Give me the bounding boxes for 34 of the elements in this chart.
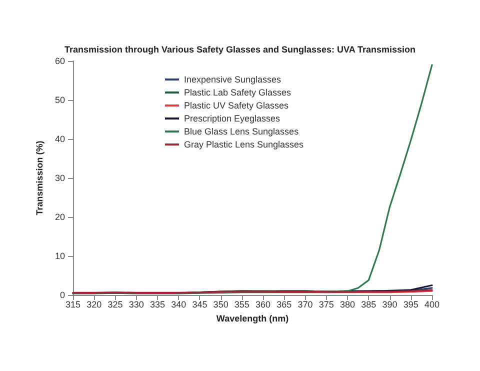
legend-label: Gray Plastic Lens Sunglasses bbox=[184, 140, 304, 150]
x-tick-label: 400 bbox=[424, 300, 440, 310]
x-tick-label: 370 bbox=[298, 300, 313, 310]
x-tick-label: 335 bbox=[150, 300, 165, 310]
x-tick-label: 360 bbox=[256, 300, 271, 310]
y-tick-label: 0 bbox=[60, 290, 65, 300]
x-tick-label: 315 bbox=[65, 300, 81, 310]
legend-label: Plastic UV Safety Glasses bbox=[184, 100, 290, 110]
legend-label: Prescription Eyeglasses bbox=[184, 114, 281, 124]
y-tick-label: 60 bbox=[54, 56, 65, 66]
x-tick-label: 350 bbox=[213, 300, 228, 310]
x-tick-label: 325 bbox=[108, 300, 123, 310]
x-tick-label: 390 bbox=[382, 300, 398, 310]
x-tick-label: 365 bbox=[276, 300, 292, 310]
legend-label: Plastic Lab Safety Glasses bbox=[184, 88, 292, 98]
x-tick-label: 385 bbox=[361, 300, 376, 310]
y-tick-label: 30 bbox=[54, 173, 65, 183]
x-tick-label: 375 bbox=[318, 300, 334, 310]
x-tick-label: 395 bbox=[403, 300, 418, 310]
x-tick-label: 345 bbox=[192, 300, 208, 310]
x-tick-label: 330 bbox=[128, 300, 144, 310]
x-tick-label: 340 bbox=[171, 300, 186, 310]
x-tick-label: 320 bbox=[86, 300, 102, 310]
y-tick-label: 50 bbox=[54, 95, 65, 105]
y-tick-label: 40 bbox=[54, 134, 65, 144]
legend-label: Inexpensive Sunglasses bbox=[184, 74, 282, 84]
y-tick-label: 10 bbox=[54, 251, 65, 261]
x-tick-label: 355 bbox=[234, 300, 250, 310]
x-tick-label: 380 bbox=[340, 300, 356, 310]
legend-label: Blue Glass Lens Sunglasses bbox=[184, 126, 300, 136]
x-axis-title: Wavelength (nm) bbox=[216, 313, 289, 324]
y-axis-title: Transmission (%) bbox=[34, 140, 45, 216]
y-tick-label: 20 bbox=[54, 212, 65, 222]
chart-title: Transmission through Various Safety Glasses and Sunglasses: UVA Transmission bbox=[64, 44, 416, 54]
